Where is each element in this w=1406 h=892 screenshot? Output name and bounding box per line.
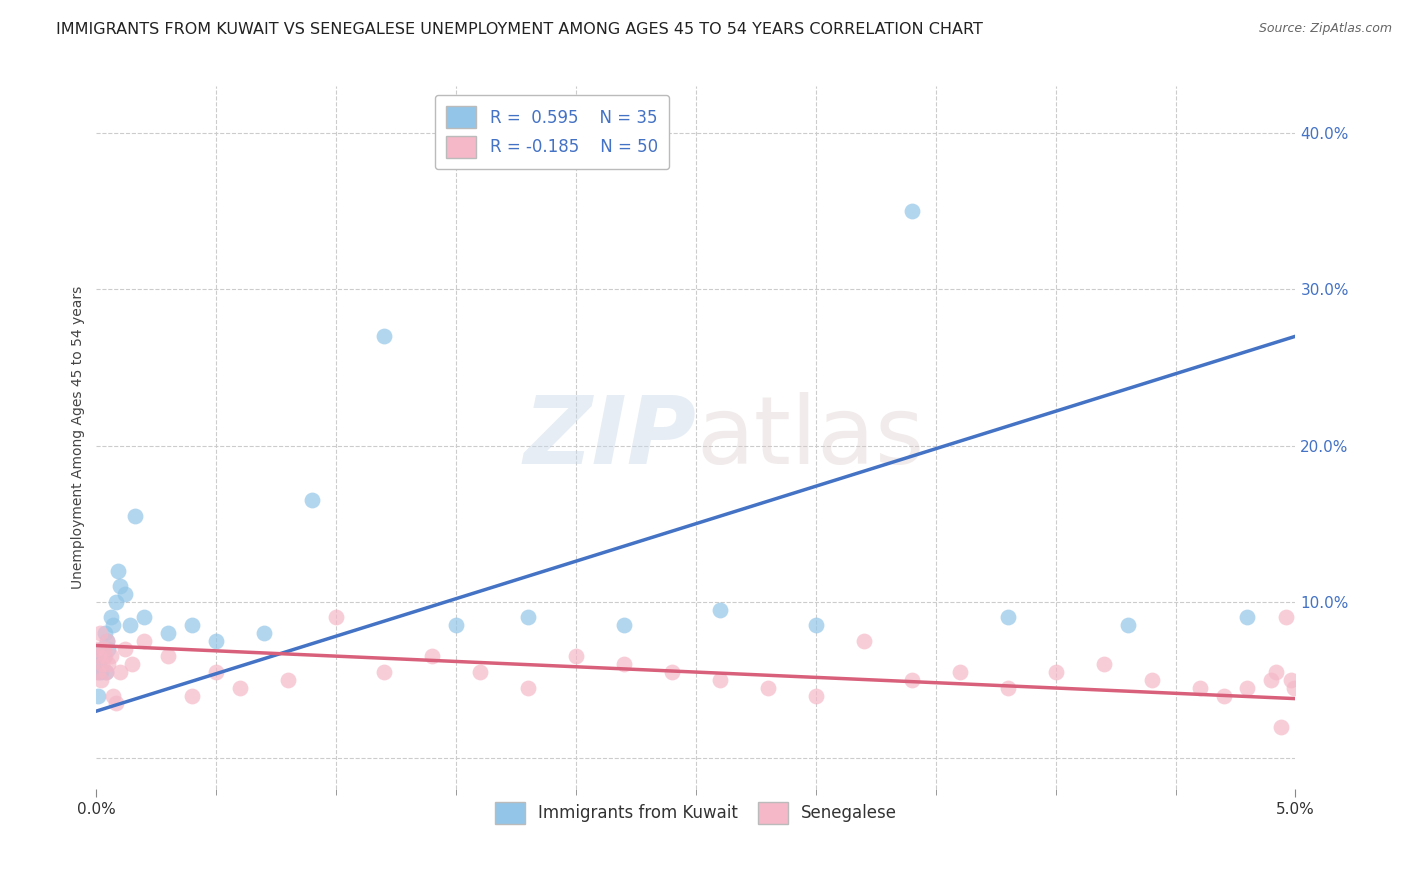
Point: [205, 633, 228, 648]
Point: [181, 689, 204, 703]
Point: [96, 633, 118, 648]
Point: [157, 649, 180, 664]
Point: [613, 618, 636, 632]
Point: [1092, 657, 1115, 672]
Point: [205, 665, 228, 679]
Point: [1279, 673, 1302, 687]
Point: [804, 618, 827, 632]
Point: [661, 665, 683, 679]
Point: [107, 564, 129, 578]
Text: atlas: atlas: [696, 392, 924, 483]
Point: [997, 610, 1019, 624]
Point: [97, 641, 120, 656]
Point: [517, 681, 540, 695]
Point: [1045, 665, 1067, 679]
Point: [1275, 610, 1298, 624]
Point: [1188, 681, 1211, 695]
Point: [90, 665, 112, 679]
Point: [110, 665, 132, 679]
Point: [468, 665, 491, 679]
Point: [94, 665, 117, 679]
Point: [157, 626, 180, 640]
Point: [134, 610, 156, 624]
Point: [1284, 681, 1306, 695]
Point: [565, 649, 588, 664]
Point: [91, 657, 114, 672]
Point: [997, 681, 1019, 695]
Point: [104, 595, 127, 609]
Point: [101, 618, 124, 632]
Point: [114, 641, 136, 656]
Point: [87, 689, 110, 703]
Point: [94, 665, 117, 679]
Point: [97, 657, 120, 672]
Point: [93, 626, 115, 640]
Point: [91, 641, 114, 656]
Point: [124, 508, 146, 523]
Point: [804, 689, 827, 703]
Point: [100, 649, 122, 664]
Point: [93, 641, 115, 656]
Point: [517, 610, 540, 624]
Point: [134, 633, 156, 648]
Point: [253, 626, 276, 640]
Point: [852, 633, 875, 648]
Point: [1140, 673, 1163, 687]
Y-axis label: Unemployment Among Ages 45 to 54 years: Unemployment Among Ages 45 to 54 years: [72, 286, 86, 590]
Point: [229, 681, 252, 695]
Point: [96, 633, 118, 648]
Point: [87, 649, 110, 664]
Point: [90, 673, 112, 687]
Point: [373, 329, 395, 343]
Point: [93, 649, 115, 664]
Point: [93, 649, 115, 664]
Point: [181, 618, 204, 632]
Point: [1260, 673, 1282, 687]
Text: Source: ZipAtlas.com: Source: ZipAtlas.com: [1258, 22, 1392, 36]
Point: [900, 204, 922, 219]
Point: [100, 610, 122, 624]
Text: IMMIGRANTS FROM KUWAIT VS SENEGALESE UNEMPLOYMENT AMONG AGES 45 TO 54 YEARS CORR: IMMIGRANTS FROM KUWAIT VS SENEGALESE UNE…: [56, 22, 983, 37]
Point: [87, 665, 110, 679]
Point: [110, 579, 132, 593]
Point: [301, 493, 323, 508]
Point: [86, 641, 108, 656]
Point: [121, 657, 143, 672]
Point: [118, 618, 141, 632]
Point: [87, 657, 110, 672]
Point: [325, 610, 347, 624]
Point: [756, 681, 779, 695]
Point: [1265, 665, 1288, 679]
Point: [1236, 681, 1258, 695]
Point: [444, 618, 467, 632]
Text: ZIP: ZIP: [523, 392, 696, 483]
Point: [900, 673, 922, 687]
Point: [709, 602, 731, 616]
Point: [104, 696, 127, 710]
Legend: Immigrants from Kuwait, Senegalese: Immigrants from Kuwait, Senegalese: [485, 792, 907, 834]
Point: [1236, 610, 1258, 624]
Point: [709, 673, 731, 687]
Point: [89, 649, 111, 664]
Point: [420, 649, 443, 664]
Point: [613, 657, 636, 672]
Point: [114, 587, 136, 601]
Point: [89, 626, 111, 640]
Point: [101, 689, 124, 703]
Point: [1270, 720, 1292, 734]
Point: [1212, 689, 1234, 703]
Point: [86, 665, 108, 679]
Point: [373, 665, 395, 679]
Point: [949, 665, 972, 679]
Point: [1116, 618, 1139, 632]
Point: [277, 673, 299, 687]
